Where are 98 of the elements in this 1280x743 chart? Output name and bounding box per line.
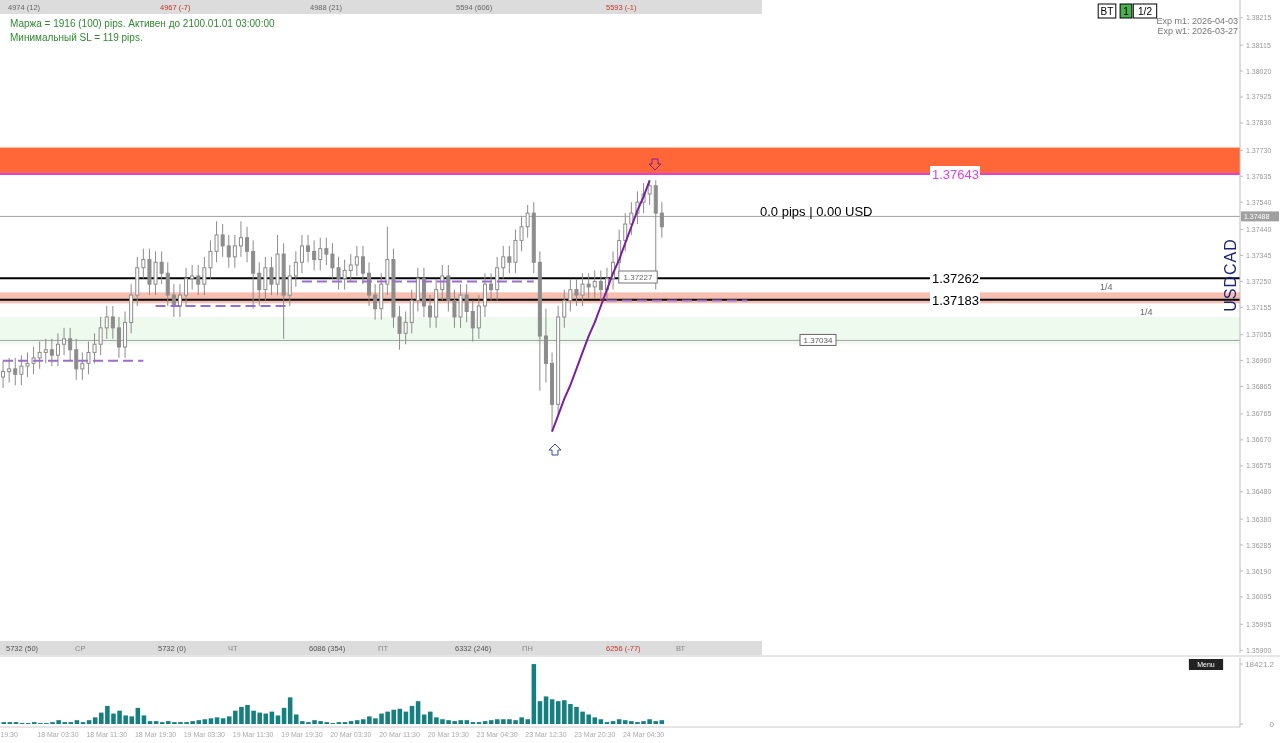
candlestick [409, 289, 414, 334]
candlestick [354, 245, 359, 277]
bar [208, 718, 214, 724]
candlestick [43, 338, 48, 364]
candlestick [165, 261, 170, 307]
candlestick [287, 264, 292, 307]
candlestick [68, 327, 73, 362]
candlestick [586, 272, 591, 299]
candlestick [245, 226, 250, 263]
line-series [551, 179, 651, 433]
candlestick [159, 250, 164, 285]
bar [141, 715, 147, 724]
annotation: 1.37227 [623, 273, 654, 282]
candlestick [257, 261, 262, 307]
candlestick [226, 234, 231, 269]
candlestick [238, 220, 243, 258]
ref-line-label: 1.37643 [932, 167, 979, 183]
annotation: 0.0 pips | 0.00 USD [760, 204, 873, 219]
candlestick [367, 261, 372, 307]
candlestick [55, 332, 60, 367]
y-tick-label: 0 [1269, 720, 1275, 729]
annotation: Маржа = 1916 (100) pips. Активен до 2100.01.01 03:00:00 [10, 18, 276, 29]
candlestick [299, 234, 304, 274]
candlestick [49, 338, 54, 367]
candlestick [428, 294, 433, 329]
bar [74, 720, 80, 724]
candlestick [482, 272, 487, 318]
candlestick [184, 267, 189, 307]
annotation: 1 [1123, 6, 1130, 17]
candlestick [464, 283, 469, 323]
bar [659, 720, 665, 724]
bar [220, 718, 226, 724]
candlestick [373, 283, 378, 321]
candlestick [293, 250, 298, 288]
annotation: BT [1100, 6, 1114, 17]
candlestick [525, 204, 530, 239]
candlestick [562, 289, 567, 329]
candlestick [171, 283, 176, 318]
candlestick [116, 316, 121, 359]
candlestick [177, 283, 182, 318]
bar [464, 720, 470, 724]
candlestick [220, 223, 225, 258]
band-label: 1/4 [1140, 306, 1153, 317]
bar [348, 721, 354, 724]
ref-line-label: 1.37262 [932, 271, 979, 287]
bar [202, 719, 208, 724]
candlestick [495, 256, 500, 302]
bar [354, 720, 360, 724]
candlestick [104, 305, 109, 340]
candlestick [489, 272, 494, 302]
candlestick [592, 269, 597, 299]
bar [147, 721, 153, 724]
candlestick [501, 245, 506, 280]
candlestick [312, 239, 317, 271]
bar [598, 719, 604, 724]
candlestick [62, 327, 67, 356]
annotation: Минимальный SL = 119 pips. [10, 32, 143, 43]
bar [275, 715, 281, 724]
candlestick [348, 253, 353, 282]
bar [421, 714, 427, 724]
bar [92, 717, 98, 724]
candlestick [415, 267, 420, 312]
bar [214, 717, 220, 724]
candlestick [232, 234, 237, 269]
annotation: 1/2 [1138, 6, 1153, 17]
candlestick [190, 264, 195, 291]
candlestick [306, 234, 311, 263]
candlestick [251, 239, 256, 310]
y-tick-label: 18421.2 [1245, 660, 1275, 669]
bar [616, 719, 622, 724]
annotation: Exp m1: 2026-04-03 [1156, 16, 1238, 26]
candlestick [476, 294, 481, 340]
candlestick [440, 264, 445, 302]
candlestick [98, 316, 103, 356]
bar [482, 721, 488, 724]
bar [488, 720, 494, 724]
candlestick [13, 357, 18, 386]
bar [610, 721, 616, 724]
candlestick [659, 201, 664, 239]
candlestick [110, 305, 115, 340]
ref-line-label: 1.37034 [803, 336, 834, 346]
bar [86, 720, 92, 724]
candlestick [360, 245, 365, 285]
annotation: Exp w1: 2026-03-27 [1157, 26, 1238, 36]
candlestick [623, 212, 628, 252]
candlestick [403, 310, 408, 345]
candlestick [196, 264, 201, 296]
candlestick [37, 341, 42, 370]
candlestick [7, 357, 12, 384]
candlestick [74, 338, 79, 381]
ref-line-label: 1.37183 [932, 292, 979, 308]
candlestick [470, 300, 475, 343]
candlestick [342, 259, 347, 291]
bar [153, 721, 159, 724]
band-label: 1/4 [1100, 282, 1113, 293]
candlestick [598, 269, 603, 302]
candlestick [318, 237, 323, 271]
text: USDCAD [1222, 238, 1239, 312]
